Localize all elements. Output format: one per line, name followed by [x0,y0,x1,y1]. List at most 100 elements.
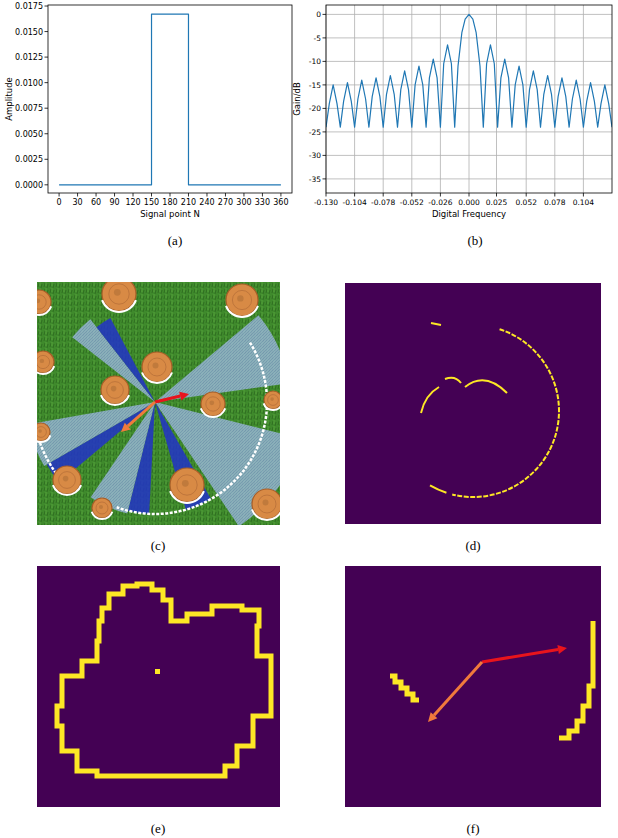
chart: -0.130-0.104-0.078-0.052-0.0260.0000.025… [292,5,612,219]
tick [151,193,152,197]
arrow-shaft [155,396,180,402]
tick [383,193,384,197]
arrow-head [557,645,567,654]
tick [262,193,263,197]
stump [53,466,81,494]
grid-line [554,5,555,193]
scan-hit [101,395,129,405]
tick-label: 0.0125 [15,53,43,62]
data-line [59,14,281,185]
grid-line [583,5,584,193]
scan-hit [37,366,54,374]
stump [102,282,136,311]
tick-label: 0.000 [458,198,480,207]
data-line [326,14,612,127]
tick-label: 0.052 [515,198,537,207]
tick-label: 240 [199,198,214,207]
scan-hit [92,512,113,519]
sensor-sector [37,402,155,466]
stump [92,498,112,518]
grid-line [526,5,527,193]
tick [45,133,49,134]
tick-label: 0 [316,10,321,19]
stump [142,352,172,382]
tick [323,155,327,156]
scan-arc [431,323,441,325]
chart: 03060901201501802102402703003303600.0000… [4,2,292,219]
plot-area [326,14,612,127]
scene-panel [37,282,280,525]
stump-core [114,289,121,296]
grid-line [326,84,612,85]
tick-label: 0.104 [573,198,595,207]
tick-label: 180 [162,198,177,207]
tick-label: -0.104 [343,198,367,207]
scan-arc [452,329,559,497]
scan-arc [465,380,507,393]
grid-line [469,5,470,193]
tick-label: 120 [125,198,140,207]
tick [45,6,49,7]
arrow-shaft [482,649,558,662]
stump-ring [268,395,279,406]
scan-hit [37,306,51,315]
scan-hit [201,408,225,417]
tick [323,61,327,62]
scan-hit [170,491,204,503]
stump [252,489,280,519]
stump-ring [37,295,46,309]
tick [45,108,49,109]
tick [188,193,189,197]
stump-ring [96,502,108,514]
tick-label: 90 [109,198,119,207]
tick-label: -0.052 [400,198,424,207]
arrow-head [428,712,437,722]
caption: (e) [151,821,165,836]
stump-ring [206,397,220,411]
stump-core [237,295,243,301]
tick-label: 0.0050 [15,130,43,139]
tick-label: 360 [273,198,288,207]
stump [37,351,54,373]
tick [206,193,207,197]
grid-line [326,108,612,109]
tick-label: -30 [309,151,321,160]
tick-label: -0.078 [371,198,395,207]
tick [59,193,60,197]
arrow-head [121,423,131,432]
stump-core [99,505,103,509]
scan-arc [430,485,446,492]
tick-label: 30 [72,198,82,207]
stump-core [40,359,44,363]
tick [469,193,470,197]
tick [114,193,115,197]
free-space-outline [57,584,271,776]
tick [45,82,49,83]
stump [37,290,51,314]
y-label: Amplitude [4,77,14,121]
grid-line [411,5,412,193]
tick-label: 0 [57,198,62,207]
tick [326,193,327,197]
grid-line [326,37,612,38]
scan-hit [102,300,136,312]
tick [323,84,327,85]
frame [326,5,612,193]
stump-core [153,363,159,369]
tick-label: 0.0075 [15,104,43,113]
tick-label: -0.130 [314,198,338,207]
tick [583,193,584,197]
grid-line [326,131,612,132]
grid-line [383,5,384,193]
tick [45,184,49,185]
scan-arc [445,378,461,383]
tick-label: 0.0150 [15,28,43,37]
robot-cell [155,669,160,674]
stump-ring [107,382,124,399]
scan-arc [117,343,267,514]
tick [554,193,555,197]
map-bg [345,283,601,524]
arrow-shaft [128,402,155,426]
occupancy-map [37,566,280,807]
tick-label: -15 [309,81,321,90]
